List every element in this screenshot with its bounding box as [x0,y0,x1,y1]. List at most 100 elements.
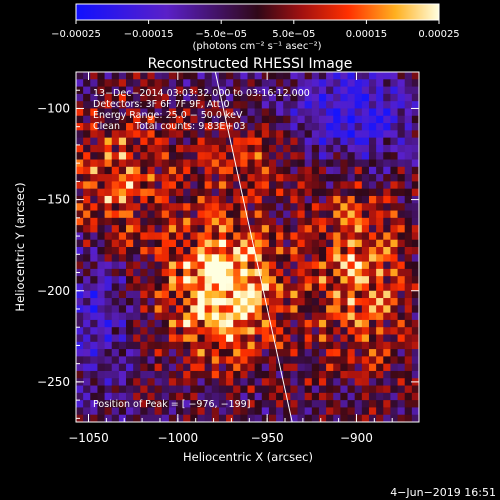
heatmap-cell [226,261,234,270]
heatmap-cell [240,152,248,160]
heatmap-cell [354,298,363,306]
heatmap-cell [240,144,248,153]
heatmap-cell [254,349,263,357]
heatmap-cell [411,225,419,233]
heatmap-cell [240,363,248,372]
heatmap-cell [161,79,170,87]
heatmap-cell [340,400,348,408]
heatmap-cell [254,174,263,182]
heatmap-cell [326,93,334,102]
heatmap-cell [347,174,356,182]
heatmap-cell [397,239,406,248]
heatmap-cell [247,283,256,292]
heatmap-cell [111,166,120,175]
heatmap-cell [383,101,391,109]
heatmap-cell [161,72,170,80]
heatmap-cell [76,290,84,299]
heatmap-cell [340,130,348,139]
heatmap-cell [311,400,320,408]
heatmap-cell [90,341,98,350]
heatmap-cell [90,407,98,416]
heatmap-cell [368,210,377,219]
heatmap-cell [168,290,177,299]
heatmap-cell [411,400,419,408]
heatmap-cell [290,203,298,211]
heatmap-cell [154,195,163,204]
heatmap-cell [176,334,184,343]
heatmap-cell [268,261,277,270]
heatmap-cell [183,334,191,343]
heatmap-cell [261,334,270,343]
heatmap-cell [140,363,148,372]
heatmap-cell [297,203,306,211]
heatmap-cell [368,385,377,394]
heatmap-cell [397,283,406,292]
heatmap-cell [204,217,213,226]
heatmap-cell [147,72,156,80]
heatmap-cell [368,79,377,87]
heatmap-cell [126,210,134,219]
heatmap-cell [411,239,419,248]
heatmap-cell [197,385,206,394]
heatmap-cell [147,283,156,292]
heatmap-cell [83,152,91,160]
heatmap-cell [404,407,413,416]
heatmap-cell [190,195,198,204]
heatmap-cell [154,130,163,139]
heatmap-cell [333,290,341,299]
heatmap-cell [411,79,419,87]
heatmap-cell [326,152,334,160]
heatmap-cell [118,414,127,422]
heatmap-cell [411,247,419,255]
heatmap-cell [90,312,98,321]
colorbar [75,3,440,21]
heatmap-cell [204,261,213,270]
heatmap-cell [404,232,413,241]
heatmap-cell [268,312,277,321]
heatmap-cell [133,334,141,343]
heatmap-cell [233,232,241,241]
heatmap-cell [297,319,306,328]
heatmap-cell [311,123,320,131]
heatmap-cell [368,86,377,95]
heatmap-cell [404,400,413,408]
heatmap-cell [111,349,120,357]
heatmap-cell [297,385,306,394]
heatmap-cell [318,174,327,182]
heatmap-cell [254,319,263,328]
heatmap-cell [204,195,213,204]
heatmap-cell [154,166,163,175]
heatmap-cell [404,174,413,182]
heatmap-cell [268,232,277,241]
heatmap-cell [111,93,120,102]
heatmap-cell [318,370,327,379]
heatmap-cell [261,93,270,102]
heatmap-cell [311,217,320,226]
heatmap-cell [404,239,413,248]
heatmap-cell [326,298,334,306]
heatmap-cell [311,356,320,365]
heatmap-cell [140,261,148,270]
heatmap-cell [140,370,148,379]
heatmap-cell [154,79,163,87]
heatmap-cell [290,378,298,386]
heatmap-cell [190,341,198,350]
heatmap-cell [290,232,298,241]
heatmap-cell [397,261,406,270]
heatmap-cell [76,210,84,219]
heatmap-cell [297,268,306,277]
heatmap-cell [397,319,406,328]
heatmap-cell [118,261,127,270]
heatmap-cell [283,93,291,102]
heatmap-cell [126,254,134,262]
heatmap-cell [326,79,334,87]
heatmap-cell [354,363,363,372]
annotation-clean-counts: Clean Total counts: 9.83E+03 [93,121,245,132]
heatmap-cell [290,130,298,139]
heatmap-cell [183,305,191,314]
heatmap-cell [204,210,213,219]
heatmap-cell [326,312,334,321]
heatmap-cell [376,363,384,372]
heatmap-cell [83,115,91,124]
heatmap-cell [233,290,241,299]
